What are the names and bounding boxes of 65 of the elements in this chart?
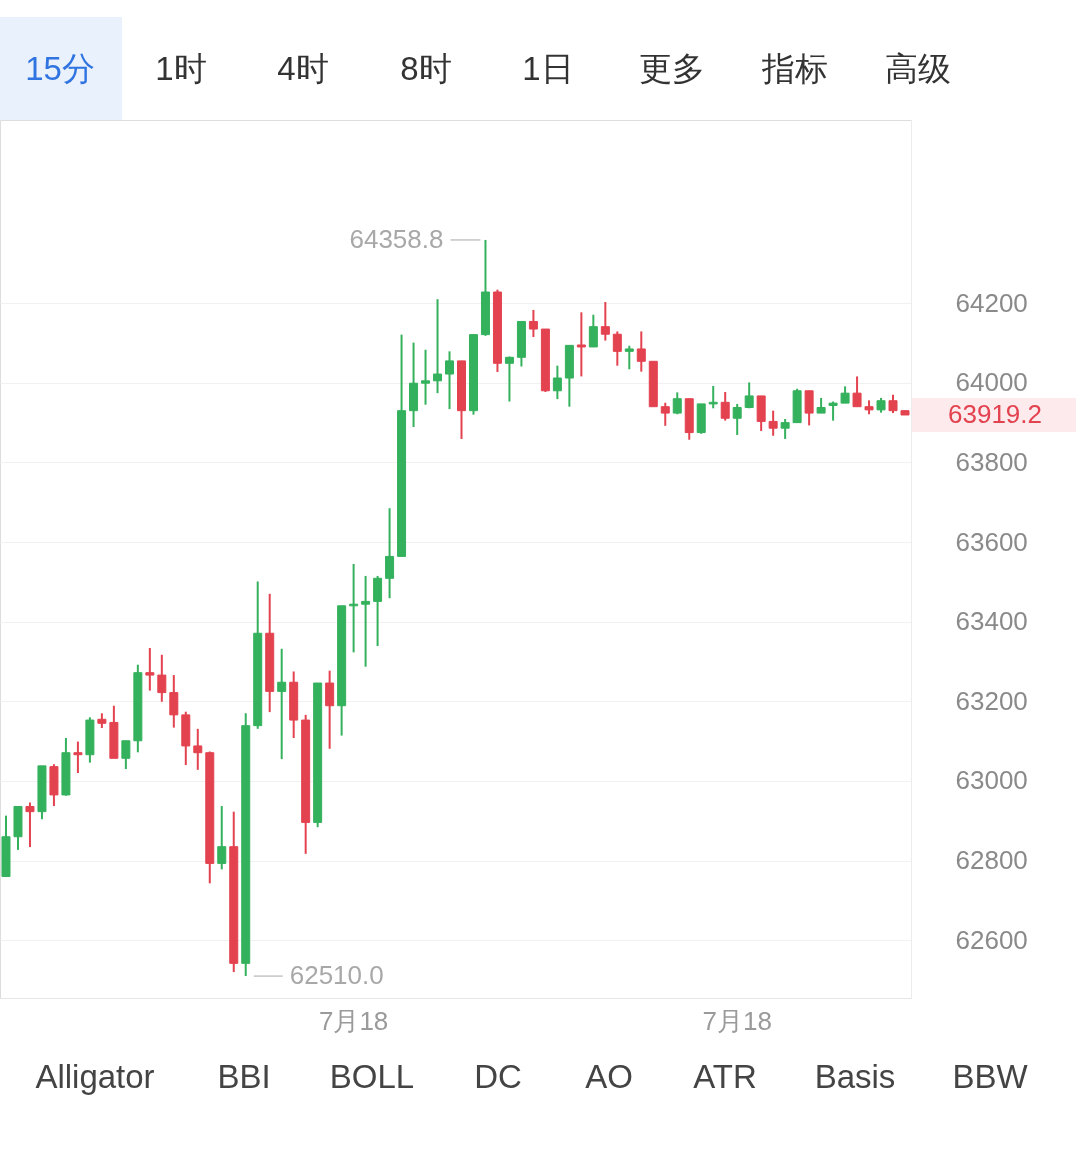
candlestick <box>169 674 179 729</box>
annotation: 64358.8 <box>349 223 444 254</box>
candlestick <box>768 409 778 437</box>
annotation: 62510.0 <box>289 960 384 991</box>
candlestick <box>385 507 395 600</box>
candlestick <box>804 389 814 427</box>
candlestick <box>217 805 227 871</box>
candlestick <box>433 298 443 395</box>
candlestick <box>576 311 586 378</box>
candlestick <box>445 350 455 411</box>
y-tick-label: 62800 <box>955 845 1028 876</box>
candlestick <box>528 308 538 339</box>
y-tick-label: 63600 <box>955 526 1028 557</box>
candlestick <box>73 740 83 775</box>
text: BOLL <box>329 1058 415 1095</box>
text: 更多 <box>639 50 705 87</box>
text: Basis <box>814 1058 896 1095</box>
candlestick <box>732 402 742 436</box>
candlestick <box>588 313 598 348</box>
candlestick <box>612 330 622 367</box>
y-tick-label: 63400 <box>955 606 1028 637</box>
text: 15分 <box>25 50 95 87</box>
candlestick <box>780 418 790 440</box>
candlestick <box>504 355 514 403</box>
text: 8时 <box>400 50 452 87</box>
y-tick-label: 63000 <box>955 765 1028 796</box>
candlestick <box>277 647 287 761</box>
candlestick <box>600 300 610 342</box>
candlestick <box>744 381 754 410</box>
candlestick <box>624 344 634 371</box>
text: 指标 <box>761 50 828 87</box>
candlestick <box>720 390 730 422</box>
text: Alligator <box>35 1058 155 1095</box>
text: 高级 <box>885 50 951 87</box>
y-tick-label: 64000 <box>955 367 1028 398</box>
text: 1日 <box>522 50 574 87</box>
candlestick <box>852 375 862 408</box>
candlestick <box>361 574 371 668</box>
y-tick-label: 63800 <box>955 446 1028 477</box>
candlestick <box>888 393 898 415</box>
text: ATR <box>693 1058 757 1095</box>
candlestick <box>25 801 35 849</box>
candlestick <box>157 653 167 703</box>
candlestick <box>145 646 155 692</box>
y-tick-label: 64200 <box>955 287 1028 318</box>
text: BBI <box>217 1058 271 1095</box>
y-tick-label: 62600 <box>955 924 1028 955</box>
text: 63919.2 <box>948 398 1042 429</box>
candlestick <box>193 727 203 771</box>
text: AO <box>585 1058 633 1095</box>
text: BBW <box>952 1058 1029 1095</box>
text: 4时 <box>277 50 329 87</box>
text: 1时 <box>155 50 207 87</box>
y-tick-label: 63200 <box>955 685 1028 716</box>
candlestick <box>421 348 431 406</box>
candlestick <box>373 574 383 647</box>
candlestick <box>552 364 562 401</box>
text: DC <box>474 1058 522 1095</box>
candlestick <box>708 384 718 410</box>
candlestick <box>325 669 335 750</box>
candlestick <box>636 330 646 373</box>
candlestick <box>121 739 131 771</box>
x-tick-label: 7月18 <box>702 1005 772 1036</box>
candlestick <box>660 401 670 427</box>
x-tick-label: 7月18 <box>318 1005 389 1036</box>
